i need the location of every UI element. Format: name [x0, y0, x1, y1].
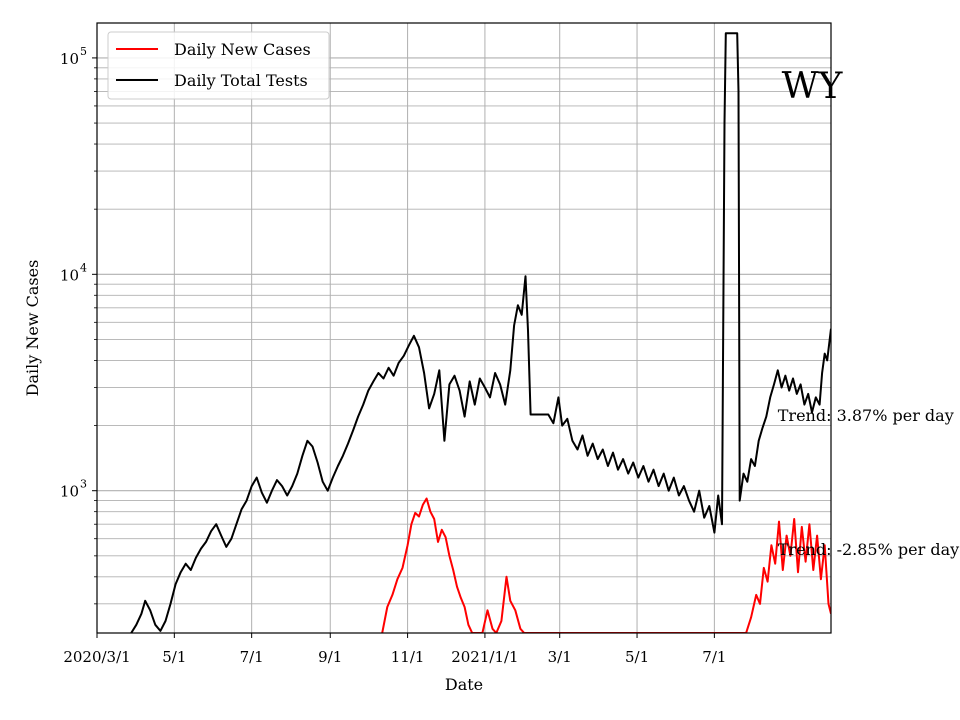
legend-label-daily-new-cases: Daily New Cases [174, 40, 311, 59]
x-tick-label-6: 3/1 [548, 648, 572, 666]
series-layer [130, 32, 831, 633]
y-tick-label-2: 10 [60, 50, 79, 68]
x-tick-label-5: 2021/1/1 [451, 648, 518, 666]
legend-label-daily-total-tests: Daily Total Tests [174, 71, 308, 90]
x-tick-label-3: 9/1 [318, 648, 342, 666]
state-label: WY [782, 66, 844, 107]
series-line-daily-total-tests [130, 32, 831, 633]
x-tick-label-0: 2020/3/1 [63, 648, 130, 666]
trend-annotations: Trend: 3.87% per day Trend: -2.85% per da… [778, 406, 959, 559]
y-axis-label: Daily New Cases [23, 260, 42, 397]
y-tick-exponent-0: 3 [80, 478, 87, 491]
series-line-daily-new-cases [381, 497, 831, 633]
x-tick-label-7: 5/1 [625, 648, 649, 666]
y-tick-label-1: 10 [60, 266, 79, 284]
x-tick-label-1: 5/1 [162, 648, 186, 666]
legend: Daily New Cases Daily Total Tests [107, 31, 330, 100]
x-tick-label-8: 7/1 [702, 648, 726, 666]
x-axis-ticks: 2020/3/1 5/1 7/1 9/1 11/1 2021/1/1 3/1 5/1 7/1 [63, 633, 726, 666]
plot-frame [96, 22, 832, 634]
y-tick-label-0: 10 [60, 483, 79, 501]
trend-annotation-1: Trend: -2.85% per day [778, 540, 959, 559]
y-tick-exponent-2: 5 [80, 45, 87, 58]
x-tick-label-2: 7/1 [240, 648, 264, 666]
x-axis-label: Date [445, 675, 483, 694]
trend-annotation-0: Trend: 3.87% per day [778, 406, 954, 425]
legend-box [107, 31, 330, 100]
y-tick-exponent-1: 4 [80, 261, 87, 274]
x-tick-label-4: 11/1 [391, 648, 425, 666]
